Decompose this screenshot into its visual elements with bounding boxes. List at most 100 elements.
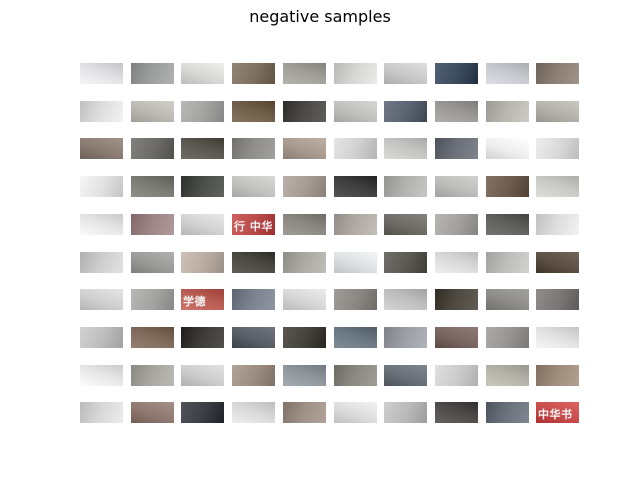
sample-text: 行 中华 bbox=[234, 218, 273, 234]
sample-thumbnail bbox=[232, 176, 275, 197]
sample-thumbnail bbox=[131, 138, 174, 159]
sample-thumbnail bbox=[384, 101, 427, 122]
sample-thumbnail bbox=[232, 402, 275, 423]
sample-thumbnail bbox=[384, 176, 427, 197]
sample-thumbnail bbox=[232, 63, 275, 84]
sample-thumbnail bbox=[536, 327, 579, 348]
sample-thumbnail bbox=[435, 289, 478, 310]
sample-thumbnail bbox=[131, 63, 174, 84]
sample-thumbnail: 中华书 bbox=[536, 402, 579, 423]
sample-thumbnail bbox=[181, 138, 224, 159]
sample-thumbnail bbox=[536, 63, 579, 84]
sample-text: 学德 bbox=[183, 293, 206, 309]
sample-thumbnail bbox=[181, 327, 224, 348]
sample-thumbnail bbox=[283, 289, 326, 310]
sample-thumbnail bbox=[384, 289, 427, 310]
sample-thumbnail bbox=[80, 365, 123, 386]
sample-thumbnail bbox=[131, 402, 174, 423]
sample-thumbnail bbox=[536, 101, 579, 122]
sample-thumbnail bbox=[283, 402, 326, 423]
sample-thumbnail bbox=[334, 365, 377, 386]
sample-thumbnail bbox=[435, 176, 478, 197]
sample-thumbnail bbox=[334, 101, 377, 122]
sample-thumbnail bbox=[435, 402, 478, 423]
sample-thumbnail bbox=[435, 214, 478, 235]
sample-thumbnail bbox=[131, 289, 174, 310]
sample-thumbnail bbox=[181, 176, 224, 197]
sample-thumbnail bbox=[536, 289, 579, 310]
sample-thumbnail bbox=[181, 101, 224, 122]
sample-thumbnail bbox=[80, 176, 123, 197]
sample-thumbnail bbox=[536, 176, 579, 197]
sample-thumbnail bbox=[283, 138, 326, 159]
sample-thumbnail bbox=[536, 252, 579, 273]
sample-thumbnail bbox=[536, 214, 579, 235]
sample-thumbnail bbox=[536, 365, 579, 386]
sample-thumbnail bbox=[486, 252, 529, 273]
sample-thumbnail bbox=[131, 101, 174, 122]
sample-thumbnail bbox=[283, 176, 326, 197]
sample-thumbnail bbox=[486, 214, 529, 235]
sample-thumbnail bbox=[536, 138, 579, 159]
sample-thumbnail bbox=[384, 138, 427, 159]
sample-thumbnail bbox=[131, 214, 174, 235]
sample-thumbnail bbox=[435, 252, 478, 273]
sample-thumbnail bbox=[486, 289, 529, 310]
sample-thumbnail bbox=[80, 63, 123, 84]
sample-thumbnail bbox=[80, 252, 123, 273]
sample-thumbnail bbox=[232, 138, 275, 159]
sample-thumbnail bbox=[232, 365, 275, 386]
sample-thumbnail bbox=[181, 214, 224, 235]
sample-thumbnail bbox=[181, 365, 224, 386]
sample-thumbnail bbox=[334, 327, 377, 348]
sample-thumbnail bbox=[486, 101, 529, 122]
sample-thumbnail bbox=[435, 365, 478, 386]
sample-thumbnail bbox=[80, 101, 123, 122]
sample-thumbnail bbox=[80, 138, 123, 159]
sample-thumbnail bbox=[181, 63, 224, 84]
sample-thumbnail bbox=[283, 214, 326, 235]
sample-thumbnail bbox=[232, 327, 275, 348]
sample-thumbnail bbox=[80, 402, 123, 423]
sample-thumbnail bbox=[232, 101, 275, 122]
sample-thumbnail bbox=[131, 252, 174, 273]
sample-thumbnail bbox=[334, 63, 377, 84]
sample-thumbnail bbox=[334, 138, 377, 159]
sample-thumbnail bbox=[283, 63, 326, 84]
sample-thumbnail bbox=[486, 63, 529, 84]
sample-thumbnail bbox=[283, 365, 326, 386]
sample-thumbnail bbox=[283, 327, 326, 348]
sample-thumbnail bbox=[334, 214, 377, 235]
sample-thumbnail bbox=[232, 252, 275, 273]
sample-thumbnail bbox=[80, 289, 123, 310]
sample-thumbnail bbox=[181, 252, 224, 273]
sample-thumbnail bbox=[334, 289, 377, 310]
sample-thumbnail bbox=[384, 63, 427, 84]
sample-thumbnail bbox=[384, 214, 427, 235]
sample-thumbnail bbox=[181, 402, 224, 423]
sample-thumbnail: 行 中华 bbox=[232, 214, 275, 235]
sample-thumbnail bbox=[131, 365, 174, 386]
sample-thumbnail bbox=[384, 252, 427, 273]
sample-thumbnail bbox=[80, 327, 123, 348]
sample-text: 中华书 bbox=[538, 406, 573, 422]
sample-thumbnail bbox=[486, 327, 529, 348]
sample-thumbnail bbox=[486, 138, 529, 159]
sample-thumbnail bbox=[384, 365, 427, 386]
sample-thumbnail bbox=[283, 101, 326, 122]
sample-thumbnail bbox=[131, 176, 174, 197]
sample-thumbnail bbox=[435, 138, 478, 159]
sample-thumbnail bbox=[232, 289, 275, 310]
sample-thumbnail bbox=[486, 176, 529, 197]
sample-thumbnail bbox=[283, 252, 326, 273]
sample-thumbnail bbox=[435, 101, 478, 122]
sample-thumbnail bbox=[334, 402, 377, 423]
sample-thumbnail bbox=[435, 63, 478, 84]
sample-thumbnail bbox=[334, 252, 377, 273]
sample-thumbnail bbox=[486, 402, 529, 423]
sample-thumbnail bbox=[486, 365, 529, 386]
sample-thumbnail bbox=[384, 327, 427, 348]
sample-thumbnail: 学德 bbox=[181, 289, 224, 310]
sample-thumbnail bbox=[80, 214, 123, 235]
